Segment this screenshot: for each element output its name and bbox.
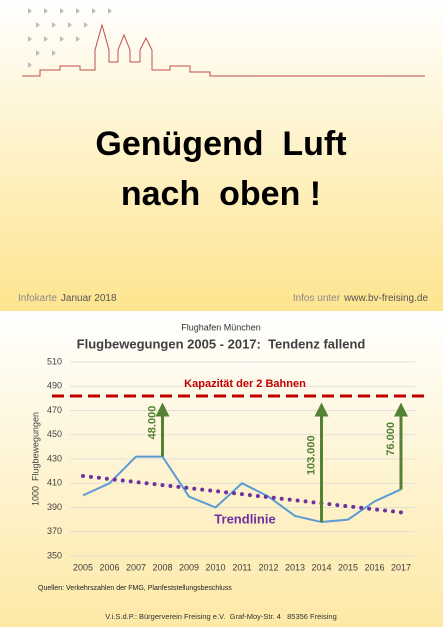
arrow-label: 103.000 [305, 435, 317, 475]
arrow-label: 48.000 [146, 406, 158, 440]
y-tick-label: 470 [47, 405, 62, 415]
y-tick-label: 370 [47, 526, 62, 536]
arrow-head [394, 402, 408, 417]
headline: nach oben ! [121, 175, 321, 213]
x-tick-label: 2008 [152, 562, 172, 572]
x-tick-label: 2010 [205, 562, 225, 572]
chart-title: Flugbewegungen 2005 - 2017: Tendenz fall… [77, 336, 366, 351]
x-tick-label: 2017 [391, 562, 411, 572]
x-tick-label: 2009 [179, 562, 199, 572]
capacity-label: Kapazität der 2 Bahnen [184, 378, 306, 390]
top-panel [0, 0, 443, 311]
arrow-label: 76.000 [385, 422, 397, 456]
x-tick-label: 2015 [338, 562, 358, 572]
chart-supertitle: Flughafen München [181, 322, 261, 332]
trend-label: Trendlinie [214, 511, 275, 526]
y-tick-label: 490 [47, 381, 62, 391]
arrow-head [314, 402, 329, 417]
x-tick-label: 2011 [232, 562, 251, 572]
y-tick-label: 430 [47, 453, 62, 463]
x-tick-label: 2006 [99, 562, 119, 572]
skyline [22, 8, 425, 77]
info-card: Infokarte Januar 2018 [18, 293, 117, 304]
x-tick-label: 2007 [126, 562, 146, 572]
y-tick-label: 450 [47, 429, 62, 439]
y-tick-label: 390 [47, 502, 62, 512]
x-tick-label: 2013 [285, 562, 305, 572]
info-web: Infos unter www.bv-freising.de [293, 293, 429, 304]
imprint: V.i.S.d.P.: Bürgerverein Freising e.V. G… [105, 612, 337, 621]
x-tick-label: 2005 [73, 562, 93, 572]
website: www.bv-freising.de [343, 293, 428, 304]
bottom-panel [0, 313, 443, 627]
y-axis-label: 1000 Flugbewegungen [30, 412, 40, 506]
info-prefix: Infos unter [293, 293, 341, 304]
sources: Quellen: Verkehrszahlen der FMG, Planfes… [38, 585, 232, 592]
info-label: Infokarte [18, 293, 57, 304]
headline: Genügend Luft [95, 125, 346, 163]
y-tick-label: 510 [47, 356, 62, 366]
y-tick-label: 350 [47, 550, 62, 560]
y-tick-label: 410 [47, 478, 62, 488]
x-tick-label: 2014 [311, 562, 331, 572]
trend-line [81, 473, 403, 515]
x-tick-label: 2016 [364, 562, 384, 572]
info-date: Januar 2018 [61, 293, 117, 304]
arrow-head [155, 402, 170, 417]
data-line [82, 455, 402, 524]
x-tick-label: 2012 [258, 562, 278, 572]
